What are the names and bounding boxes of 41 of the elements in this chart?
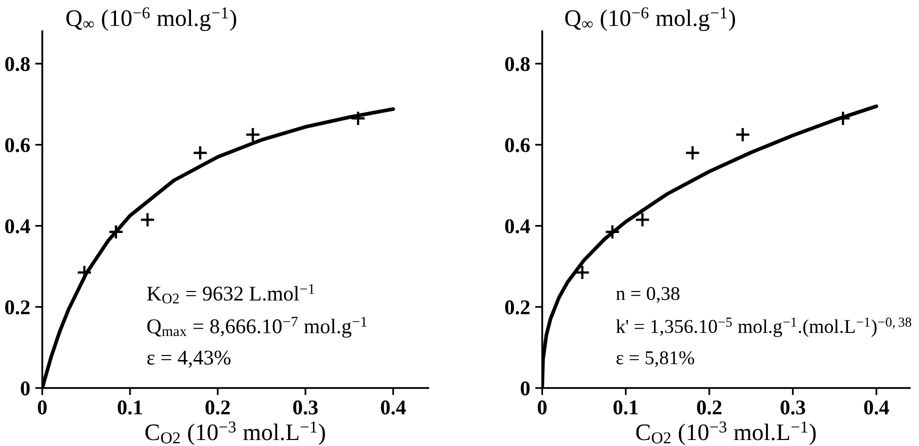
annotation: K$_{O2}$ = 9632 L.mol$^{−1}$ [147,284,314,304]
point [735,126,750,142]
y-tick-label: 0.2 [505,300,530,314]
x-tick-label: 0.4 [864,400,890,415]
point [245,126,261,142]
point [192,145,208,161]
point [108,224,124,240]
x-axis-title: C$_{O2}$ (10$^{−3}$ mol.L$^{−1}$) [145,421,325,446]
point [350,110,366,126]
point [835,110,851,126]
y-tick-label: 0.8 [5,57,30,72]
annotation: k' = 1,356.10$^{−5}$ mol.g$^{−1}$.(mol.L$^{−1}$)$^{−0,38}$ [616,318,912,338]
y-tick-label: 0.4 [5,219,30,234]
point [634,212,650,228]
x-tick-label: 0.1 [614,400,638,415]
x-tick-label: 0.2 [697,400,722,415]
x-tick-label: 0 [538,400,547,414]
point [140,212,156,228]
y-tick-label: 0.8 [505,57,530,72]
x-tick-label: 0 [38,400,47,414]
y-tick-label: 0 [520,381,530,396]
y-tick-label: 0.6 [5,138,30,152]
y-axis-title: Q$_{∞}$ (10$^{−6}$ mol.g$^{−1}$) [66,7,236,31]
x-tick-label: 0.3 [780,400,806,415]
x-tick-label: 0.3 [293,400,318,415]
y-tick-label: 0.6 [505,138,530,152]
x-tick-label: 0.2 [205,400,230,415]
y-tick-label: 0 [20,381,30,396]
x-axis-title: C$_{O2}$ (10$^{−3}$ mol.L$^{−1}$) [636,421,816,446]
point [574,264,590,280]
annotation: n = 0,38 [616,286,680,303]
annotation: Q$_{max}$ = 8,666.10$^{−7}$ mol.g$^{−1}$ [147,316,367,338]
x-tick-label: 0.4 [380,400,406,415]
point [604,224,620,240]
y-axis-title: Q$_{∞}$ (10$^{−6}$ mol.g$^{−1}$) [565,7,736,31]
x-tick-label: 0.1 [118,400,142,415]
y-tick-label: 0.4 [505,219,530,234]
annotation: ε = 5,81% [616,351,694,368]
y-tick-label: 0.2 [5,300,30,314]
point [684,145,700,161]
annotation: ε = 4,43% [147,350,231,368]
